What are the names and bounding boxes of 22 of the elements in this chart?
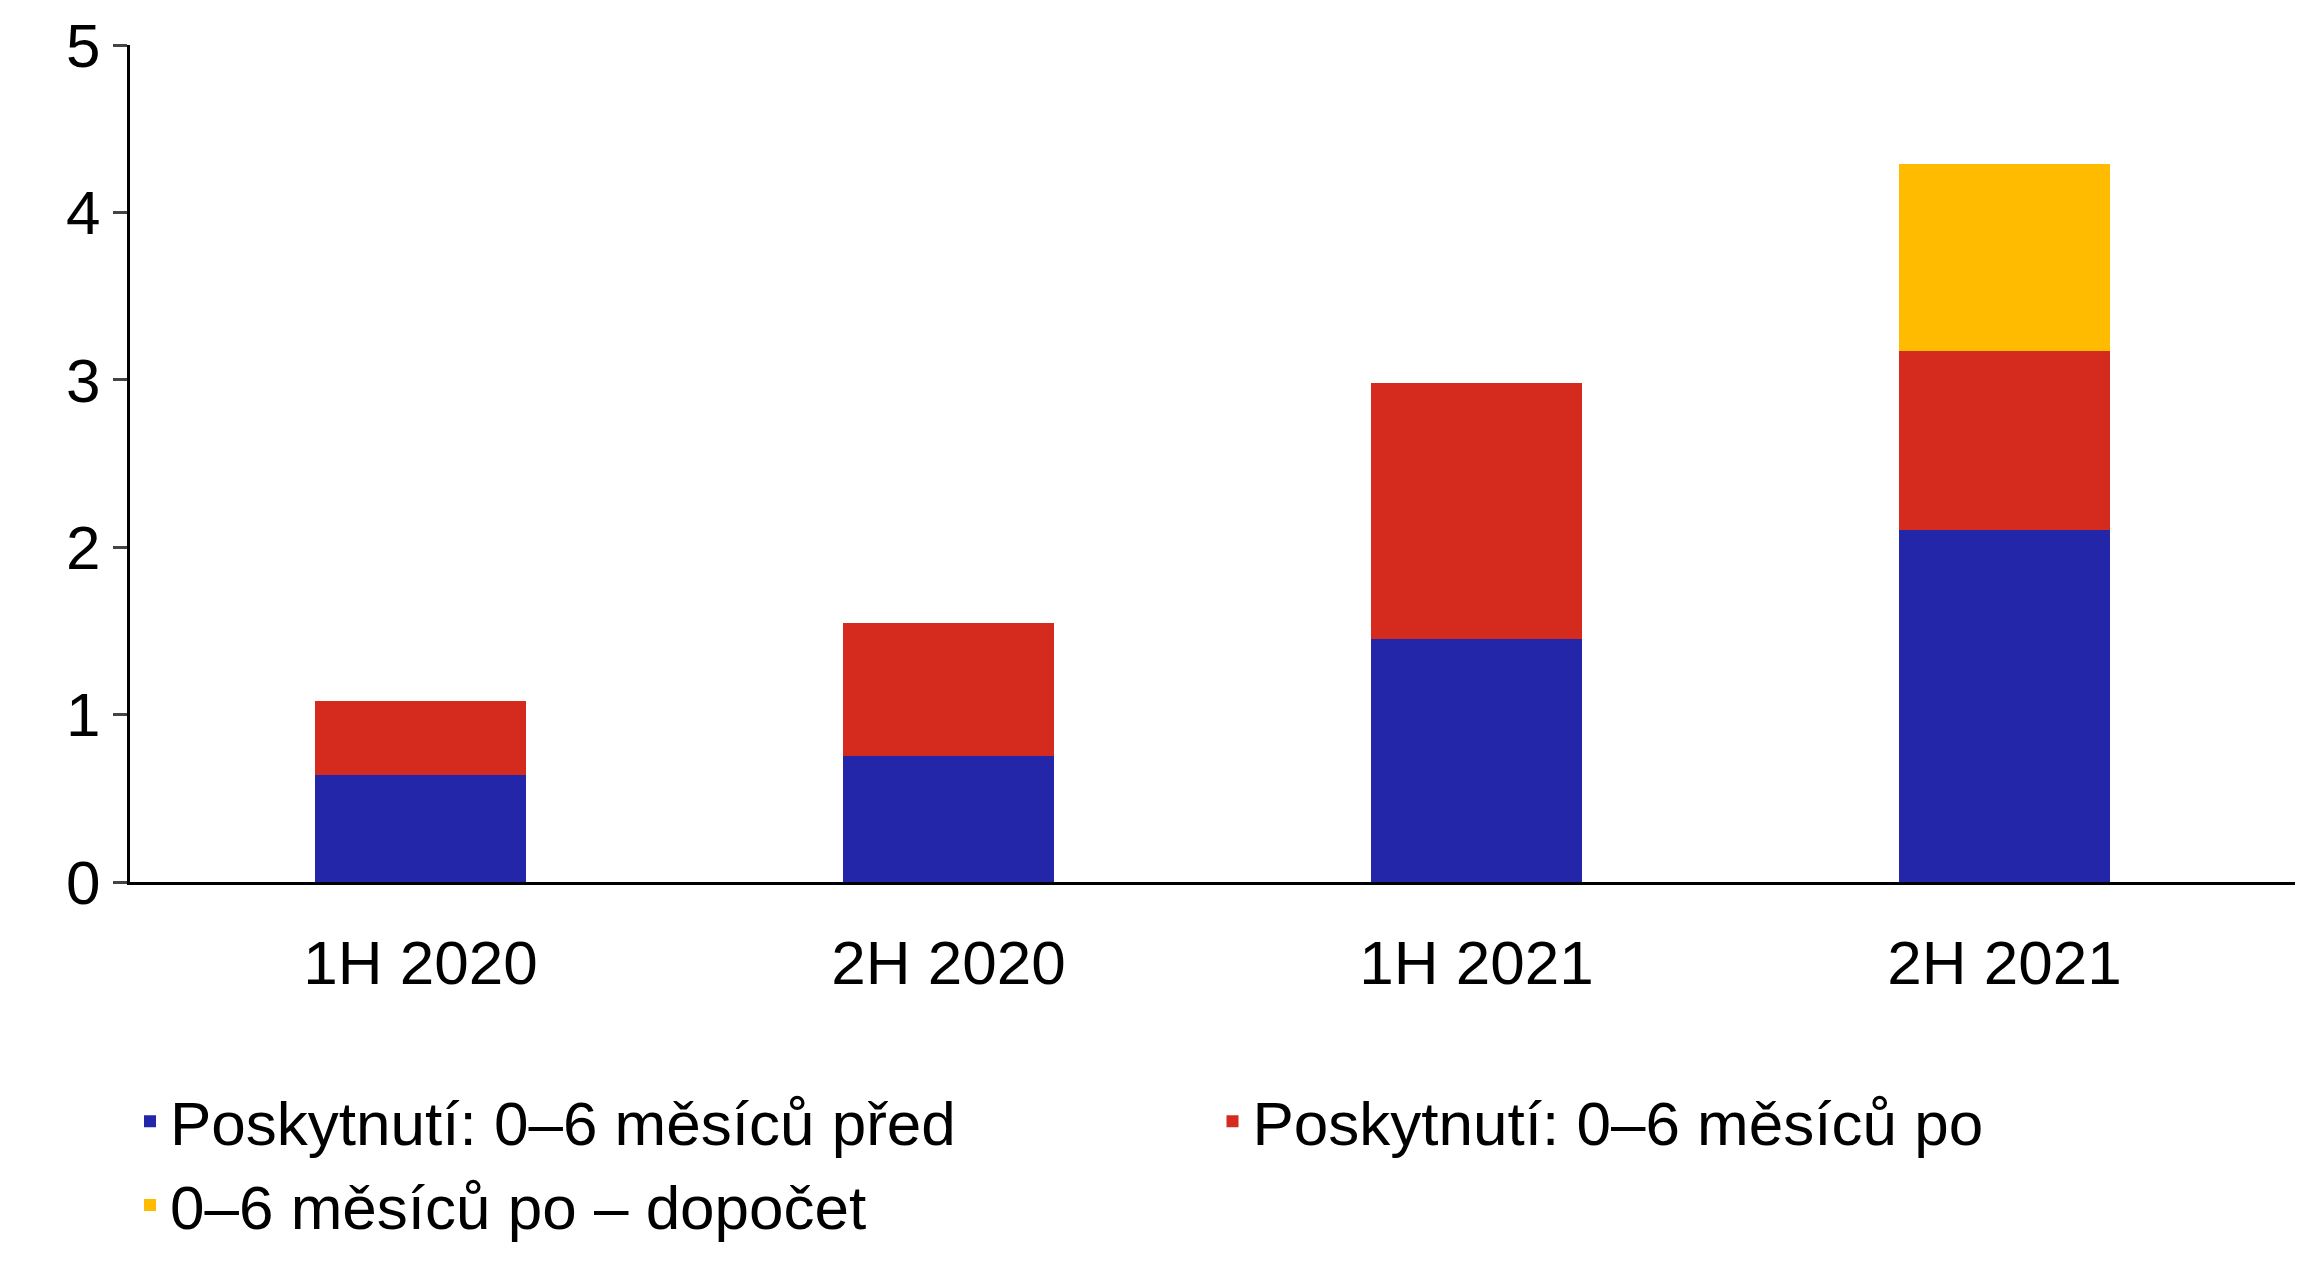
y-tick-label: 4 xyxy=(66,178,101,248)
bar xyxy=(1898,163,2111,352)
bar xyxy=(1370,639,1583,882)
x-tick-label: 2H 2020 xyxy=(831,928,1066,998)
y-tick-label: 1 xyxy=(66,680,101,750)
legend-label: 0–6 měsíců po – dopočet xyxy=(170,1173,867,1243)
bar xyxy=(1898,530,2111,882)
legend-label: Poskytnutí: 0–6 měsíců před xyxy=(170,1089,956,1159)
bar xyxy=(842,622,1055,757)
bar xyxy=(314,701,527,775)
bar xyxy=(842,756,1055,882)
x-tick-label: 1H 2020 xyxy=(303,928,538,998)
y-tick-label: 5 xyxy=(66,10,101,80)
y-tick-label: 3 xyxy=(66,345,101,415)
bar xyxy=(1370,383,1583,640)
x-tick-label: 2H 2021 xyxy=(1887,928,2122,998)
y-tick-label: 0 xyxy=(66,847,101,917)
bar xyxy=(1898,351,2111,531)
x-tick-label: 1H 2021 xyxy=(1359,928,1594,998)
bar xyxy=(314,774,527,882)
legend-label: Poskytnutí: 0–6 měsíců po xyxy=(1252,1089,1984,1159)
y-tick-label: 2 xyxy=(66,512,101,582)
